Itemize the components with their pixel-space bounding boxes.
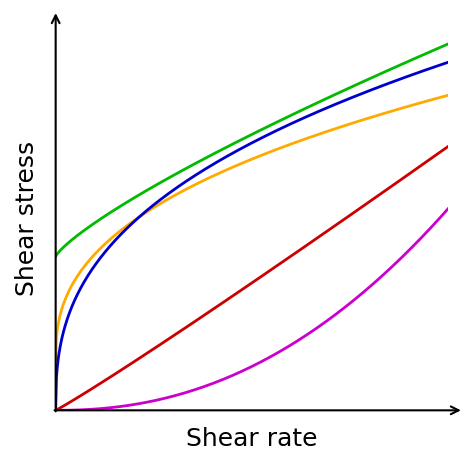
X-axis label: Shear rate: Shear rate	[186, 427, 318, 451]
Y-axis label: Shear stress: Shear stress	[15, 140, 39, 295]
